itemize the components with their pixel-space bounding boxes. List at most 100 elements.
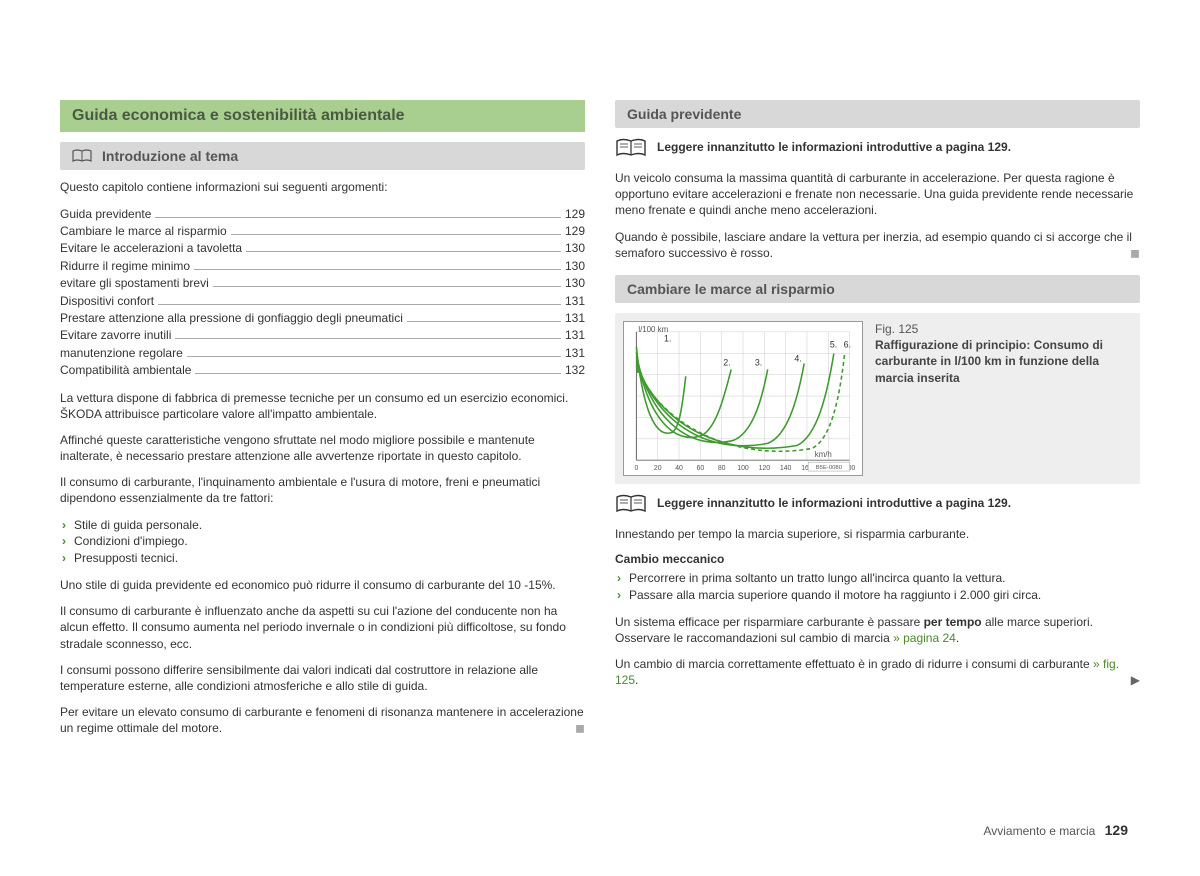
list-item: Condizioni d'impiego. <box>60 533 585 550</box>
main-title: Guida economica e sostenibilità ambienta… <box>60 100 585 132</box>
subheading-cambio: Cambio meccanico <box>615 552 1140 566</box>
toc-item[interactable]: manutenzione regolare 131 <box>60 345 585 362</box>
factors-list: Stile di guida personale.Condizioni d'im… <box>60 517 585 567</box>
toc-leader <box>155 217 561 218</box>
toc-leader <box>175 338 561 339</box>
footer-page-number: 129 <box>1105 822 1128 838</box>
figure-caption-text: Raffigurazione di principio: Consumo di … <box>875 338 1103 384</box>
body-paragraph: Il consumo di carburante è influenzato a… <box>60 603 585 652</box>
body-paragraph: La vettura dispone di fabbrica di premes… <box>60 390 585 422</box>
toc-leader <box>158 304 561 305</box>
body-paragraph: Uno stile di guida previdente ed economi… <box>60 577 585 593</box>
figure-number: Fig. 125 <box>875 322 918 336</box>
left-column: Guida economica e sostenibilità ambienta… <box>60 100 585 747</box>
toc-leader <box>213 286 561 287</box>
toc-label: Cambiare le marce al risparmio <box>60 223 227 240</box>
svg-text:80: 80 <box>718 465 726 472</box>
toc-item[interactable]: Compatibilità ambientale 132 <box>60 362 585 379</box>
section-end-icon: ◼ <box>1130 245 1140 261</box>
para-last: Un cambio di marcia correttamente effett… <box>615 656 1140 688</box>
toc-leader <box>194 269 561 270</box>
para-innestando: Innestando per tempo la marcia superiore… <box>615 526 1140 542</box>
toc-item[interactable]: Cambiare le marce al risparmio 129 <box>60 223 585 240</box>
list-item: Stile di guida personale. <box>60 517 585 534</box>
svg-text:2.: 2. <box>723 357 730 367</box>
svg-text:5.: 5. <box>830 340 837 350</box>
toc-item[interactable]: Dispositivi confort131 <box>60 293 585 310</box>
toc-leader <box>187 356 561 357</box>
toc: Guida previdente129Cambiare le marce al … <box>60 206 585 380</box>
read-first-block-2: Leggere innanzitutto le informazioni int… <box>615 494 1140 514</box>
svg-text:B5E-0080: B5E-0080 <box>816 465 843 471</box>
toc-page: 131 <box>565 345 585 362</box>
toc-item[interactable]: Guida previdente 129 <box>60 206 585 223</box>
book-open-icon <box>72 149 92 163</box>
toc-label: manutenzione regolare <box>60 345 183 362</box>
toc-page: 131 <box>565 293 585 310</box>
svg-text:0: 0 <box>634 465 638 472</box>
toc-label: Guida previdente <box>60 206 151 223</box>
para-sistema: Un sistema efficace per risparmiare carb… <box>615 614 1140 646</box>
toc-page: 130 <box>565 275 585 292</box>
footer-section: Avviamento e marcia <box>983 824 1095 838</box>
text: Un sistema efficace per risparmiare carb… <box>615 615 924 629</box>
book-open-icon <box>615 138 647 158</box>
svg-text:l/100 km: l/100 km <box>638 325 668 334</box>
toc-leader <box>195 373 561 374</box>
intro-text: Questo capitolo contiene informazioni su… <box>60 180 585 196</box>
svg-text:20: 20 <box>654 465 662 472</box>
continue-arrow-icon: ▶ <box>1131 672 1140 688</box>
book-open-icon <box>615 494 647 514</box>
toc-item[interactable]: Evitare zavorre inutili 131 <box>60 327 585 344</box>
toc-label: Evitare le accelerazioni a tavoletta <box>60 240 242 257</box>
toc-item[interactable]: Ridurre il regime minimo130 <box>60 258 585 275</box>
body-paragraph: Un veicolo consuma la massima quantità d… <box>615 170 1140 219</box>
toc-page: 131 <box>565 327 585 344</box>
read-first-block: Leggere innanzitutto le informazioni int… <box>615 138 1140 158</box>
list-item: Presupposti tecnici. <box>60 550 585 567</box>
toc-page: 129 <box>565 206 585 223</box>
svg-text:120: 120 <box>759 465 771 472</box>
svg-text:3.: 3. <box>755 357 762 367</box>
toc-label: Evitare zavorre inutili <box>60 327 171 344</box>
toc-leader <box>407 321 561 322</box>
bold-text: per tempo <box>924 615 982 629</box>
toc-item[interactable]: Evitare le accelerazioni a tavoletta130 <box>60 240 585 257</box>
toc-item[interactable]: evitare gli spostamenti brevi 130 <box>60 275 585 292</box>
svg-text:40: 40 <box>675 465 683 472</box>
page-footer: Avviamento e marcia 129 <box>983 822 1128 838</box>
link-page-24[interactable]: » pagina 24 <box>893 631 956 645</box>
toc-item[interactable]: Prestare attenzione alla pressione di go… <box>60 310 585 327</box>
toc-label: evitare gli spostamenti brevi <box>60 275 209 292</box>
toc-label: Prestare attenzione alla pressione di go… <box>60 310 403 327</box>
toc-label: Compatibilità ambientale <box>60 362 191 379</box>
svg-text:4.: 4. <box>794 353 801 363</box>
toc-leader <box>246 251 561 252</box>
fuel-consumption-chart: 1. 2. 3. 4. 5. 6. l/100 km km/h 0 20 40 60 80 100 120 1… <box>623 321 863 476</box>
svg-text:100: 100 <box>737 465 749 472</box>
svg-text:140: 140 <box>780 465 792 472</box>
text: Un cambio di marcia correttamente effett… <box>615 657 1093 671</box>
right-column: Guida previdente Leggere innanzitutto le… <box>615 100 1140 747</box>
toc-page: 132 <box>565 362 585 379</box>
svg-text:6.: 6. <box>844 340 851 350</box>
figure-125: 1. 2. 3. 4. 5. 6. l/100 km km/h 0 20 40 60 80 100 120 1… <box>615 313 1140 484</box>
toc-label: Ridurre il regime minimo <box>60 258 190 275</box>
figure-caption: Fig. 125 Raffigurazione di principio: Co… <box>875 321 1132 476</box>
svg-text:1.: 1. <box>664 334 671 344</box>
body-paragraph: Per evitare un elevato consumo di carbur… <box>60 704 585 736</box>
section-end-icon: ◼ <box>575 720 585 736</box>
body-paragraph: I consumi possono differire sensibilment… <box>60 662 585 694</box>
read-first-text: Leggere innanzitutto le informazioni int… <box>657 140 1011 156</box>
toc-leader <box>231 234 561 235</box>
toc-page: 129 <box>565 223 585 240</box>
body-paragraph: Il consumo di carburante, l'inquinamento… <box>60 474 585 506</box>
header-cambiare-marce: Cambiare le marce al risparmio <box>615 275 1140 303</box>
intro-header: Introduzione al tema <box>60 142 585 170</box>
list-item: Passare alla marcia superiore quando il … <box>615 587 1140 604</box>
toc-page: 131 <box>565 310 585 327</box>
svg-text:60: 60 <box>697 465 705 472</box>
bullets-cambio: Percorrere in prima soltanto un tratto l… <box>615 570 1140 604</box>
body-paragraph: Quando è possibile, lasciare andare la v… <box>615 229 1140 261</box>
svg-text:km/h: km/h <box>815 450 832 459</box>
